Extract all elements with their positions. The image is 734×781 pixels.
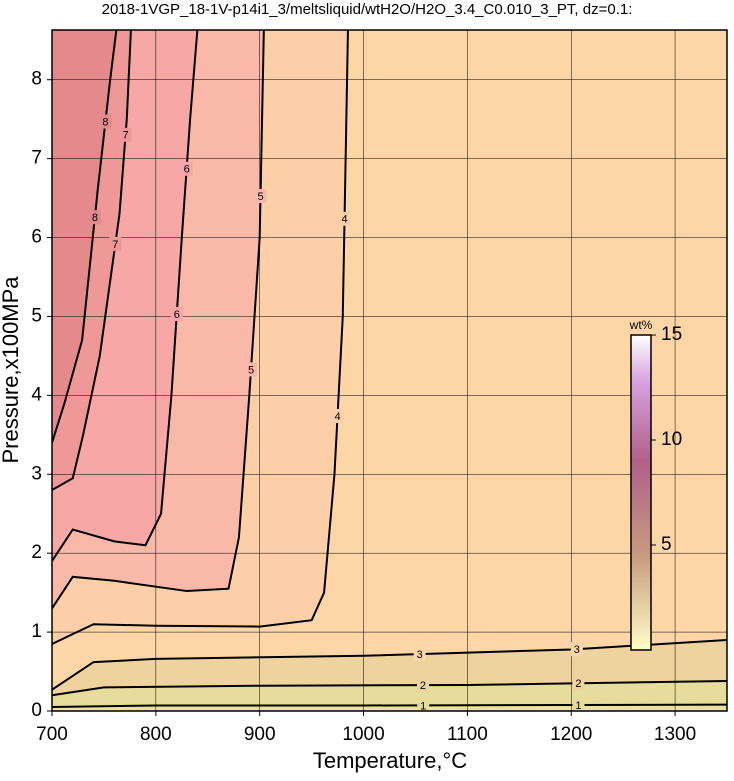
contour-label: 5 — [248, 364, 254, 376]
x-tick-label: 700 — [36, 724, 68, 745]
x-tick-label: 1200 — [550, 724, 592, 745]
x-tick-label: 1000 — [342, 724, 384, 745]
colorbar-tick-label: 10 — [661, 429, 682, 450]
contour-label-bg — [331, 408, 344, 423]
y-axis-label: Pressure,x100MPa — [0, 276, 23, 464]
colorbar-tick-label: 5 — [661, 534, 672, 555]
contour-label: 8 — [92, 212, 98, 224]
contour-label: 8 — [102, 116, 108, 128]
contour-label: 3 — [417, 649, 423, 661]
contour-label-bg — [570, 642, 583, 657]
contour-line — [52, 638, 727, 691]
contour-label-bg — [88, 210, 101, 225]
y-tick-label: 6 — [31, 227, 42, 248]
contour-label-bg — [119, 127, 132, 142]
plot-frame — [51, 29, 728, 712]
colorbar-tick-label: 15 — [661, 324, 682, 345]
y-tick-label: 8 — [31, 69, 42, 90]
colorbar-label: wt% — [629, 318, 653, 332]
contour-label: 3 — [574, 644, 580, 656]
contour-label-bg — [572, 676, 585, 691]
contour-line — [52, 30, 118, 444]
contour-label: 7 — [112, 239, 118, 251]
x-tick-label: 1100 — [447, 724, 488, 745]
contour-label-bg — [417, 698, 430, 711]
contour-label-bg — [572, 698, 585, 711]
contour-label-bg — [254, 189, 267, 204]
contour-line — [52, 703, 727, 709]
x-tick-label: 900 — [244, 724, 276, 745]
contour-label-bg — [180, 161, 193, 176]
y-tick-label: 3 — [31, 463, 42, 484]
contour-label-bg — [416, 678, 429, 693]
colorbar — [630, 334, 652, 651]
contour-label: 2 — [420, 680, 426, 692]
contour-label: 2 — [575, 678, 581, 690]
contour-label-bg — [245, 362, 258, 377]
y-tick-label: 0 — [31, 700, 42, 721]
y-tick-label: 4 — [31, 384, 42, 405]
contour-label-bg — [338, 211, 351, 226]
contour-label: 6 — [184, 164, 190, 176]
contour-label-bg — [413, 647, 426, 662]
y-tick-label: 7 — [31, 148, 42, 169]
contour-label-bg — [170, 306, 183, 321]
contour-label: 5 — [257, 191, 263, 203]
x-tick-label: 1300 — [654, 724, 696, 745]
y-tick-label: 1 — [31, 621, 42, 642]
contour-line — [52, 30, 199, 562]
chart-title: 2018-1VGP_18-1V-p14i1_3/meltsliquid/wtH2… — [102, 1, 633, 18]
contour-label: 7 — [123, 130, 129, 142]
contour-fill — [52, 30, 117, 443]
x-axis-label: Temperature,°C — [313, 748, 467, 773]
contour-label: 4 — [341, 214, 347, 226]
contour-label: 6 — [174, 309, 180, 321]
overlay: 700 800 900 1000 1100 1200 1300 0 1 2 3 4 5 6 7 8 wt% 5 10… — [31, 29, 728, 745]
contour-line — [52, 30, 132, 491]
contour-label: 1 — [575, 700, 581, 712]
contour-label: 1 — [420, 700, 426, 712]
y-tick-label: 2 — [31, 542, 42, 563]
contour-label: 4 — [334, 411, 340, 423]
contour-line — [52, 680, 727, 697]
contour-label-bg — [99, 114, 112, 129]
y-tick-label: 5 — [31, 305, 42, 326]
contour-line — [52, 30, 265, 609]
contour-label-bg — [109, 236, 122, 251]
x-tick-label: 800 — [140, 724, 172, 745]
contour-line — [52, 30, 349, 645]
plot-area: 1 1 2 2 3 3 4 4 5 5 6 6 7 7 8 8 — [52, 30, 727, 712]
